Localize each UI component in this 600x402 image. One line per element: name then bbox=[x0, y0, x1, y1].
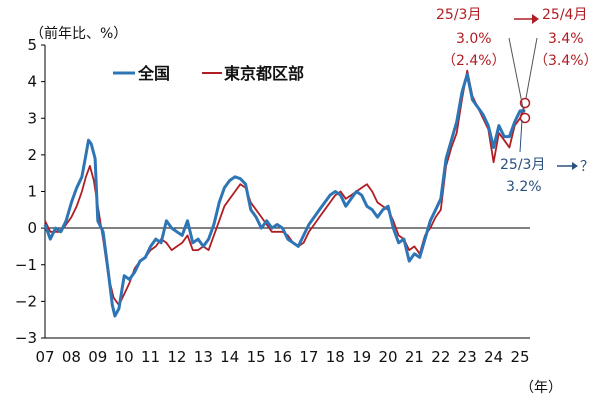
x-tick-label: 18 bbox=[326, 348, 345, 366]
y-tick-label: 4 bbox=[27, 73, 37, 91]
x-tick-label: 16 bbox=[273, 348, 292, 366]
ann-tokyo-apr-label: 25/4月 bbox=[542, 7, 587, 23]
marker-tokyo-mar bbox=[519, 112, 531, 124]
ann-tokyo-mar-value: 3.0% bbox=[456, 31, 492, 47]
x-tick-label: 24 bbox=[484, 348, 503, 366]
y-tick-label: −1 bbox=[15, 256, 37, 274]
ann-tokyo-apr-value: 3.4% bbox=[548, 31, 584, 47]
x-tick-label: 21 bbox=[405, 348, 424, 366]
y-tick-label: −2 bbox=[15, 292, 37, 310]
x-tick-label: 20 bbox=[379, 348, 398, 366]
x-axis-unit-label: （年） bbox=[520, 380, 562, 396]
legend-label-national: 全国 bbox=[137, 64, 170, 83]
x-tick-label: 19 bbox=[352, 348, 371, 366]
y-axis-unit-label: （前年比、%） bbox=[30, 25, 127, 42]
x-tick-label: 23 bbox=[458, 348, 477, 366]
leader-tokyo-apr bbox=[525, 37, 538, 99]
x-tick-labels: 07 08 09 10 11 12 13 14 15 16 17 18 19 20 21 22 23 24 25 bbox=[35, 348, 529, 366]
x-tick-label: 22 bbox=[431, 348, 450, 366]
y-tick-label: 0 bbox=[27, 219, 37, 237]
y-tick-label: 3 bbox=[27, 109, 37, 127]
x-tick-label: 13 bbox=[194, 348, 213, 366]
x-tick-label: 11 bbox=[141, 348, 160, 366]
y-tick-label: 2 bbox=[27, 146, 37, 164]
ann-tokyo-mar-label: 25/3月 bbox=[436, 7, 481, 23]
x-tick-label: 12 bbox=[167, 348, 186, 366]
ann-tokyo-mar-prev: （2.4%） bbox=[442, 53, 506, 69]
x-tick-label: 17 bbox=[299, 348, 318, 366]
x-tick-label: 10 bbox=[115, 348, 134, 366]
ann-national-mar-value: 3.2% bbox=[506, 179, 542, 195]
arrow-tokyo-apr-head bbox=[532, 14, 539, 24]
series-line-tokyo bbox=[44, 69, 527, 306]
x-tick-label: 25 bbox=[510, 348, 529, 366]
leader-national-mar bbox=[519, 119, 523, 153]
arrow-national-head bbox=[572, 162, 578, 170]
x-tick-label: 14 bbox=[220, 348, 239, 366]
y-tick-labels: −3 −2 −1 0 1 2 3 4 5 bbox=[15, 36, 45, 347]
leader-tokyo-mar bbox=[508, 37, 525, 114]
legend: 全国 東京都区部 bbox=[113, 64, 304, 83]
y-tick-label: −3 bbox=[15, 329, 37, 347]
ann-national-next: ？ bbox=[580, 159, 594, 175]
ann-tokyo-apr-prev: （3.4%） bbox=[534, 53, 598, 69]
legend-label-tokyo: 東京都区部 bbox=[224, 64, 304, 83]
x-tick-label: 15 bbox=[247, 348, 266, 366]
ann-national-mar-label: 25/3月 bbox=[500, 157, 545, 173]
y-tick-label: 1 bbox=[27, 183, 37, 201]
y-tick-label: 5 bbox=[27, 36, 37, 54]
x-tick-label: 09 bbox=[88, 348, 107, 366]
x-tick-label: 07 bbox=[35, 348, 54, 366]
x-tick-label: 08 bbox=[62, 348, 81, 366]
series-line-national bbox=[43, 72, 526, 318]
